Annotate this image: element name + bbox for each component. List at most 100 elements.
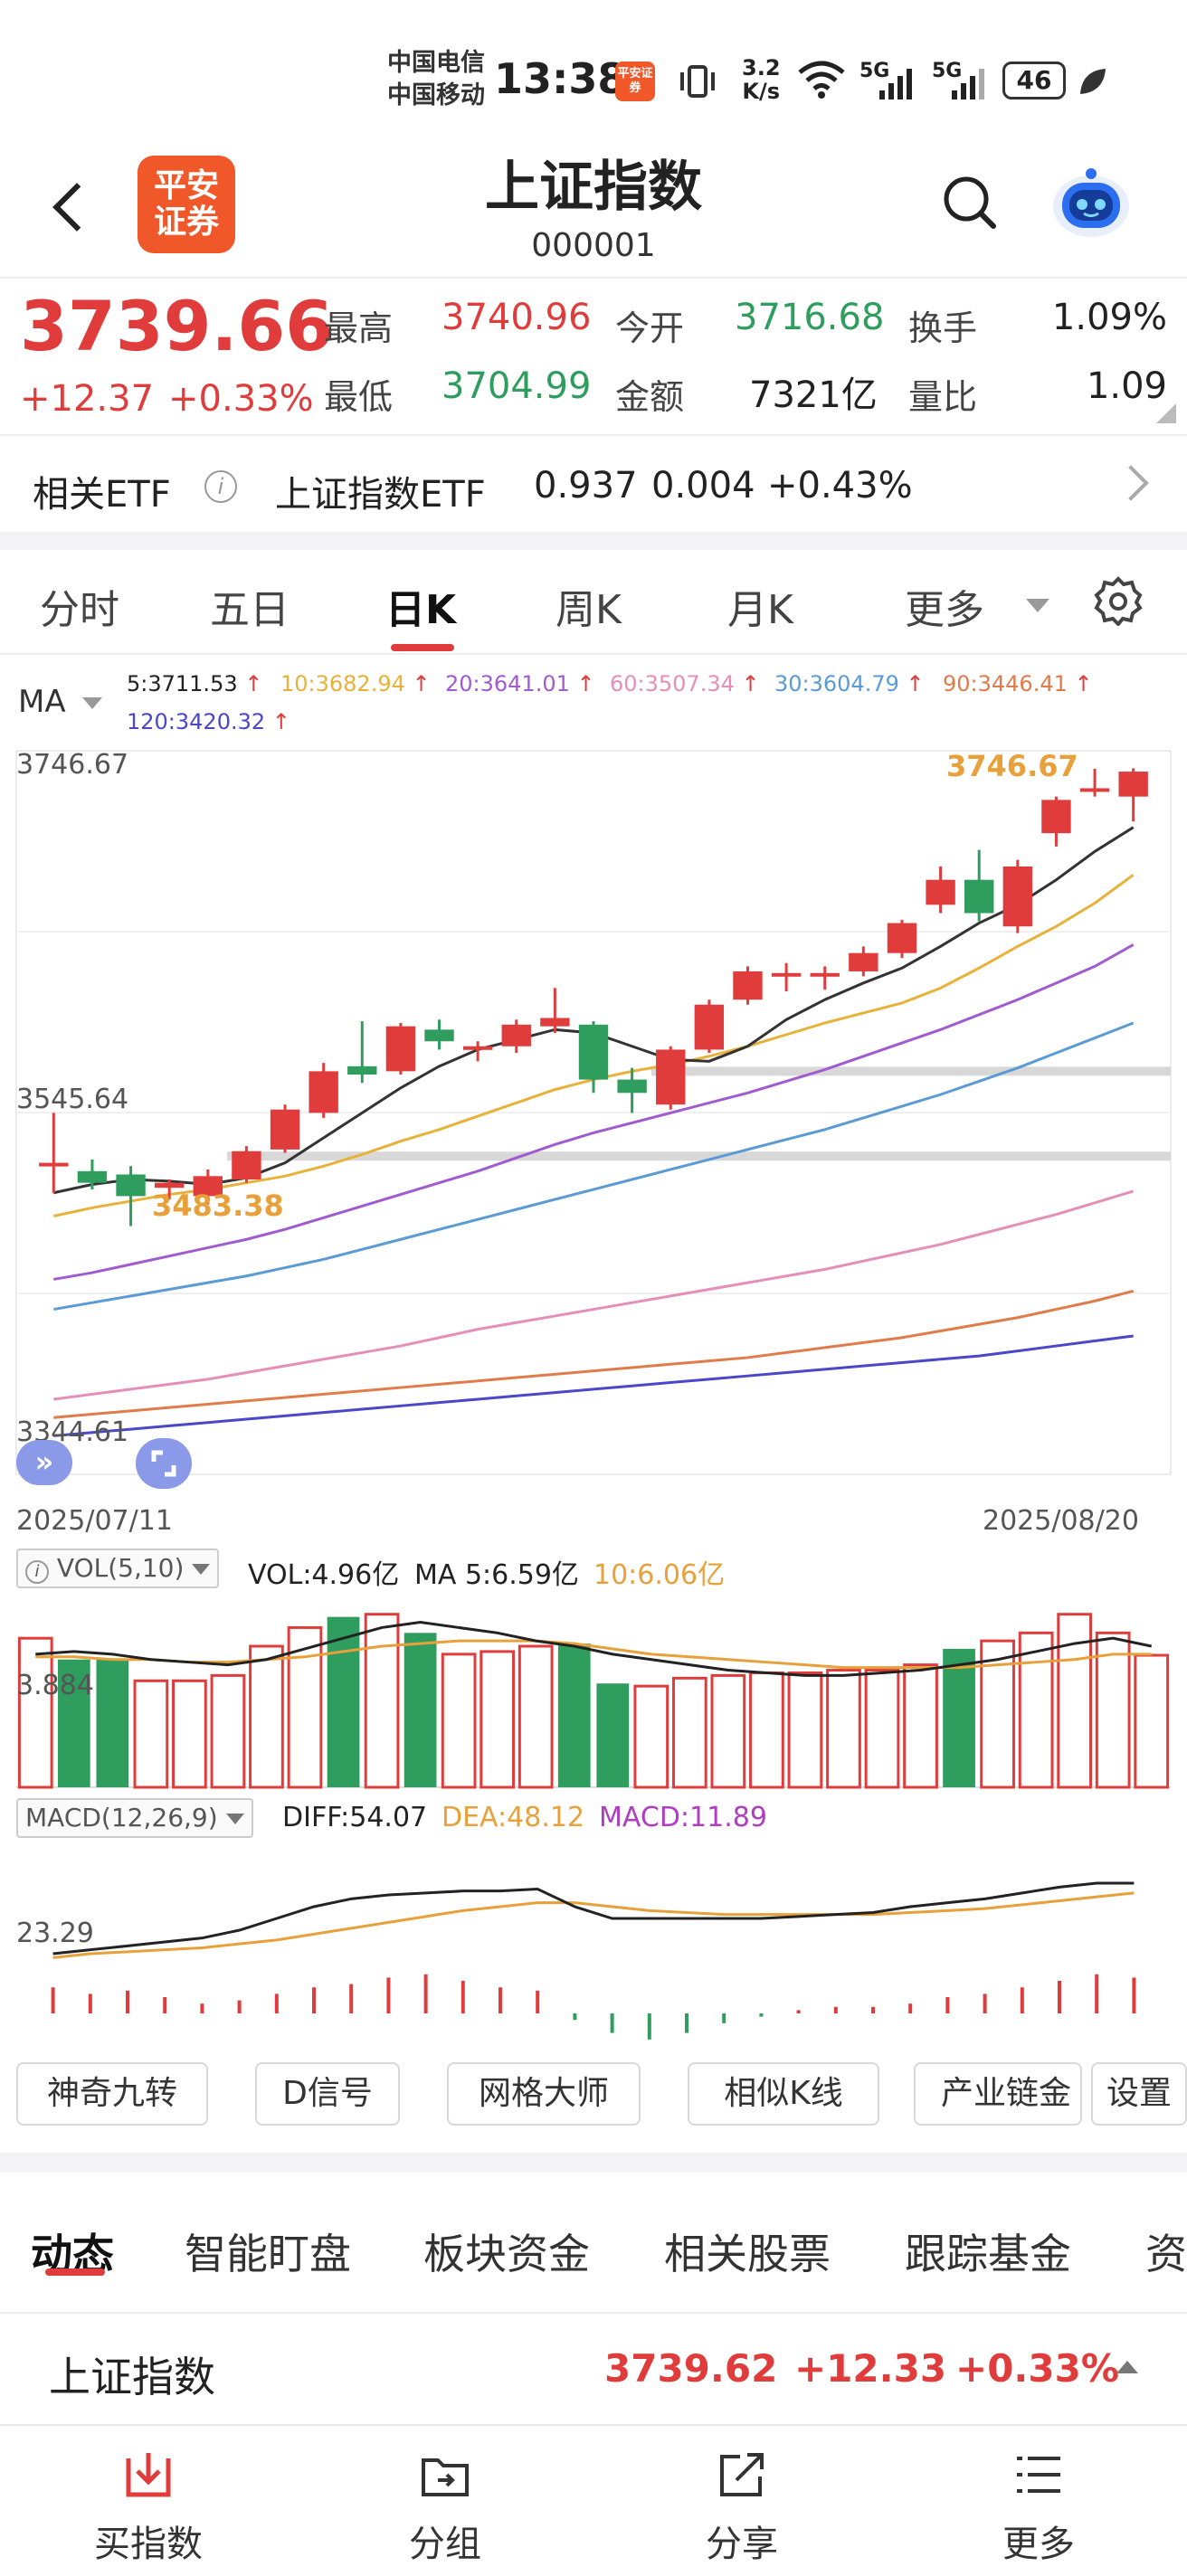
- dropdown-caret-icon: [1026, 599, 1049, 612]
- carrier-1: 中国电信: [387, 49, 485, 77]
- volume-bar-10: [404, 1633, 437, 1787]
- sticky-quote-bar[interactable]: 上证指数 3739.62 +12.33 +0.33%: [0, 2314, 1187, 2424]
- macd-diff-line: [52, 1881, 1135, 1956]
- download-box-icon: [126, 2453, 171, 2497]
- header-title-block: 上证指数 000001: [344, 143, 843, 264]
- macd-indicator-selector[interactable]: MACD(12,26,9): [16, 1798, 253, 1838]
- candle-body-19: [771, 972, 802, 977]
- tab-smart-watch[interactable]: 智能盯盘: [185, 2230, 351, 2278]
- candle-body-24: [964, 879, 994, 914]
- volume-bar-6: [249, 1644, 284, 1789]
- candle-body-28: [1118, 772, 1148, 797]
- sticky-quote-price: 3739.62: [604, 2346, 778, 2391]
- chart-settings-button[interactable]: [1093, 575, 1144, 627]
- ma30-line: [53, 1021, 1135, 1312]
- expand-corner-icon[interactable]: [1156, 403, 1176, 423]
- candle-body-17: [694, 1004, 725, 1050]
- vol-caret-icon: [192, 1564, 211, 1575]
- y-axis-max-label: 3746.67: [16, 749, 129, 781]
- fast-forward-button[interactable]: »: [16, 1440, 72, 1485]
- min-price-annotation: 3483.38: [152, 1189, 284, 1223]
- volume-chart[interactable]: [0, 1592, 1187, 1791]
- vibrate-icon: [677, 63, 718, 99]
- search-button[interactable]: [941, 174, 999, 232]
- tab-monthly-k[interactable]: 月K: [727, 587, 793, 633]
- volume-bar-24: [943, 1648, 975, 1787]
- candle-body-26: [1041, 800, 1071, 834]
- fullscreen-button[interactable]: [136, 1438, 192, 1489]
- volume-bar-29: [1134, 1653, 1170, 1789]
- chevron-left-icon: [52, 183, 101, 232]
- ai-assistant-button[interactable]: [1049, 161, 1133, 242]
- volume-axis-label: 3.884: [16, 1670, 94, 1701]
- volume-bar-26: [1018, 1631, 1054, 1789]
- volume-bar-12: [480, 1650, 516, 1789]
- tab-weekly-k[interactable]: 周K: [556, 587, 622, 633]
- candle-body-6: [270, 1109, 300, 1150]
- etf-price: 0.937: [534, 465, 638, 507]
- related-etf-row[interactable]: 相关ETF i 上证指数ETF 0.937 0.004 +0.43%: [0, 438, 1187, 532]
- open-label: 今开: [615, 308, 685, 348]
- info-icon[interactable]: i: [204, 470, 237, 503]
- candle-body-3: [154, 1182, 185, 1189]
- tab-overflow[interactable]: 资: [1145, 2230, 1187, 2278]
- candle-body-8: [347, 1065, 377, 1075]
- caret-up-icon: [1116, 2361, 1138, 2373]
- section-gap-2: [0, 2153, 1187, 2173]
- low-label: 最低: [324, 377, 394, 417]
- volume-bar-9: [364, 1613, 400, 1789]
- ma-selector[interactable]: MA: [18, 684, 103, 720]
- tool-settings[interactable]: 设置: [1091, 2062, 1187, 2126]
- candle-body-2: [116, 1174, 146, 1197]
- macd-dea-line: [52, 1891, 1135, 1959]
- kline-chart[interactable]: [0, 733, 1187, 1547]
- candle-body-25: [1002, 866, 1033, 927]
- tab-related-stocks[interactable]: 相关股票: [664, 2230, 831, 2278]
- current-price: 3739.66: [20, 286, 334, 366]
- broker-logo: 平安 证券: [138, 156, 235, 253]
- macd-chart[interactable]: [0, 1842, 1187, 2041]
- tab-tracking-funds[interactable]: 跟踪基金: [905, 2230, 1071, 2278]
- turnover-value: 1.09%: [1051, 297, 1167, 338]
- price-change-pct: +0.33%: [168, 378, 314, 420]
- tool-nine-turn[interactable]: 神奇九转: [16, 2062, 208, 2126]
- ma60-line: [53, 1189, 1135, 1401]
- ma30-legend: 30:3604.79 ↑: [774, 671, 925, 696]
- ma20-legend: 20:3641.01 ↑: [445, 671, 595, 696]
- tool-industry-chain[interactable]: 产业链金: [914, 2062, 1082, 2126]
- tool-similar-k[interactable]: 相似K线: [688, 2062, 879, 2126]
- nav-buy-index[interactable]: 买指数: [58, 2449, 239, 2567]
- volume-bar-17: [671, 1676, 707, 1789]
- candle-body-11: [462, 1046, 493, 1050]
- news-divider: [0, 2312, 1187, 2314]
- macd-diff-readout: DIFF:54.07: [282, 1802, 428, 1833]
- tool-grid-master[interactable]: 网格大师: [447, 2062, 641, 2126]
- high-value: 3740.96: [442, 297, 592, 338]
- tab-intraday[interactable]: 分时: [40, 587, 119, 633]
- tab-sector-funds[interactable]: 板块资金: [423, 2230, 590, 2278]
- chevron-right-icon: [1113, 465, 1149, 501]
- volume-bar-0: [17, 1636, 53, 1789]
- tab-daily-k[interactable]: 日K: [385, 587, 457, 633]
- tab-divider: [0, 653, 1187, 655]
- leaf-icon: [1077, 65, 1109, 98]
- candle-body-13: [540, 1018, 570, 1027]
- nav-group[interactable]: 分组: [355, 2449, 536, 2567]
- volume-indicator-selector[interactable]: i VOL(5,10): [16, 1548, 220, 1588]
- candle-body-12: [501, 1024, 531, 1046]
- volume-bar-3: [133, 1679, 169, 1789]
- tab-five-day[interactable]: 五日: [210, 587, 290, 633]
- share-icon: [720, 2453, 764, 2496]
- sticky-quote-name: 上证指数: [49, 2353, 215, 2401]
- ma10-legend: 10:3682.94 ↑: [280, 671, 431, 696]
- candle-body-18: [733, 971, 763, 1000]
- high-label: 最高: [324, 308, 394, 348]
- tool-d-signal[interactable]: D信号: [255, 2062, 400, 2126]
- sticky-quote-change-pct: +0.33%: [955, 2346, 1119, 2391]
- nav-more[interactable]: 更多: [948, 2449, 1129, 2567]
- content-tab-bar: 动态 智能盯盘 板块资金 相关股票 跟踪基金 资: [0, 2173, 1187, 2314]
- nav-share[interactable]: 分享: [651, 2449, 832, 2567]
- back-button[interactable]: [43, 181, 101, 235]
- candle-body-1: [77, 1170, 108, 1183]
- tab-more[interactable]: 更多: [905, 587, 984, 633]
